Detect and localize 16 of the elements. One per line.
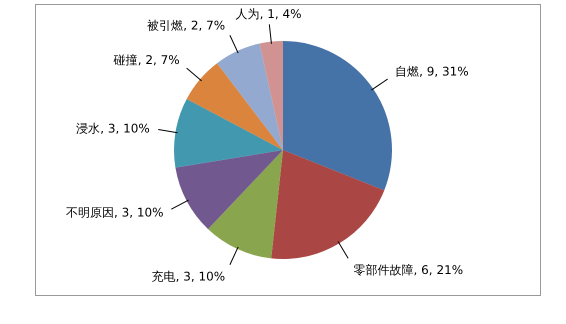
slice-label: 被引燃, 2, 7% (147, 18, 226, 32)
pie-slice (271, 150, 384, 259)
slice-label: 不明原因, 3, 10% (66, 205, 164, 220)
pie-slice (283, 41, 392, 190)
pie-slice (186, 63, 283, 150)
slice-label: 浸水, 3, 10% (76, 121, 150, 136)
slice-label: 充电, 3, 10% (152, 270, 226, 284)
pie-slice (174, 98, 283, 168)
pie-slice (217, 44, 283, 150)
slice-label: 自燃, 9, 31% (395, 64, 469, 78)
slice-label: 碰撞, 2, 7% (112, 52, 180, 67)
pie-slice (260, 41, 283, 150)
slice-label: 零部件故障, 6, 21% (354, 262, 464, 277)
slice-label: 人为, 1, 4% (236, 6, 302, 21)
pie-slice (175, 150, 283, 230)
pie-slice (208, 150, 283, 258)
